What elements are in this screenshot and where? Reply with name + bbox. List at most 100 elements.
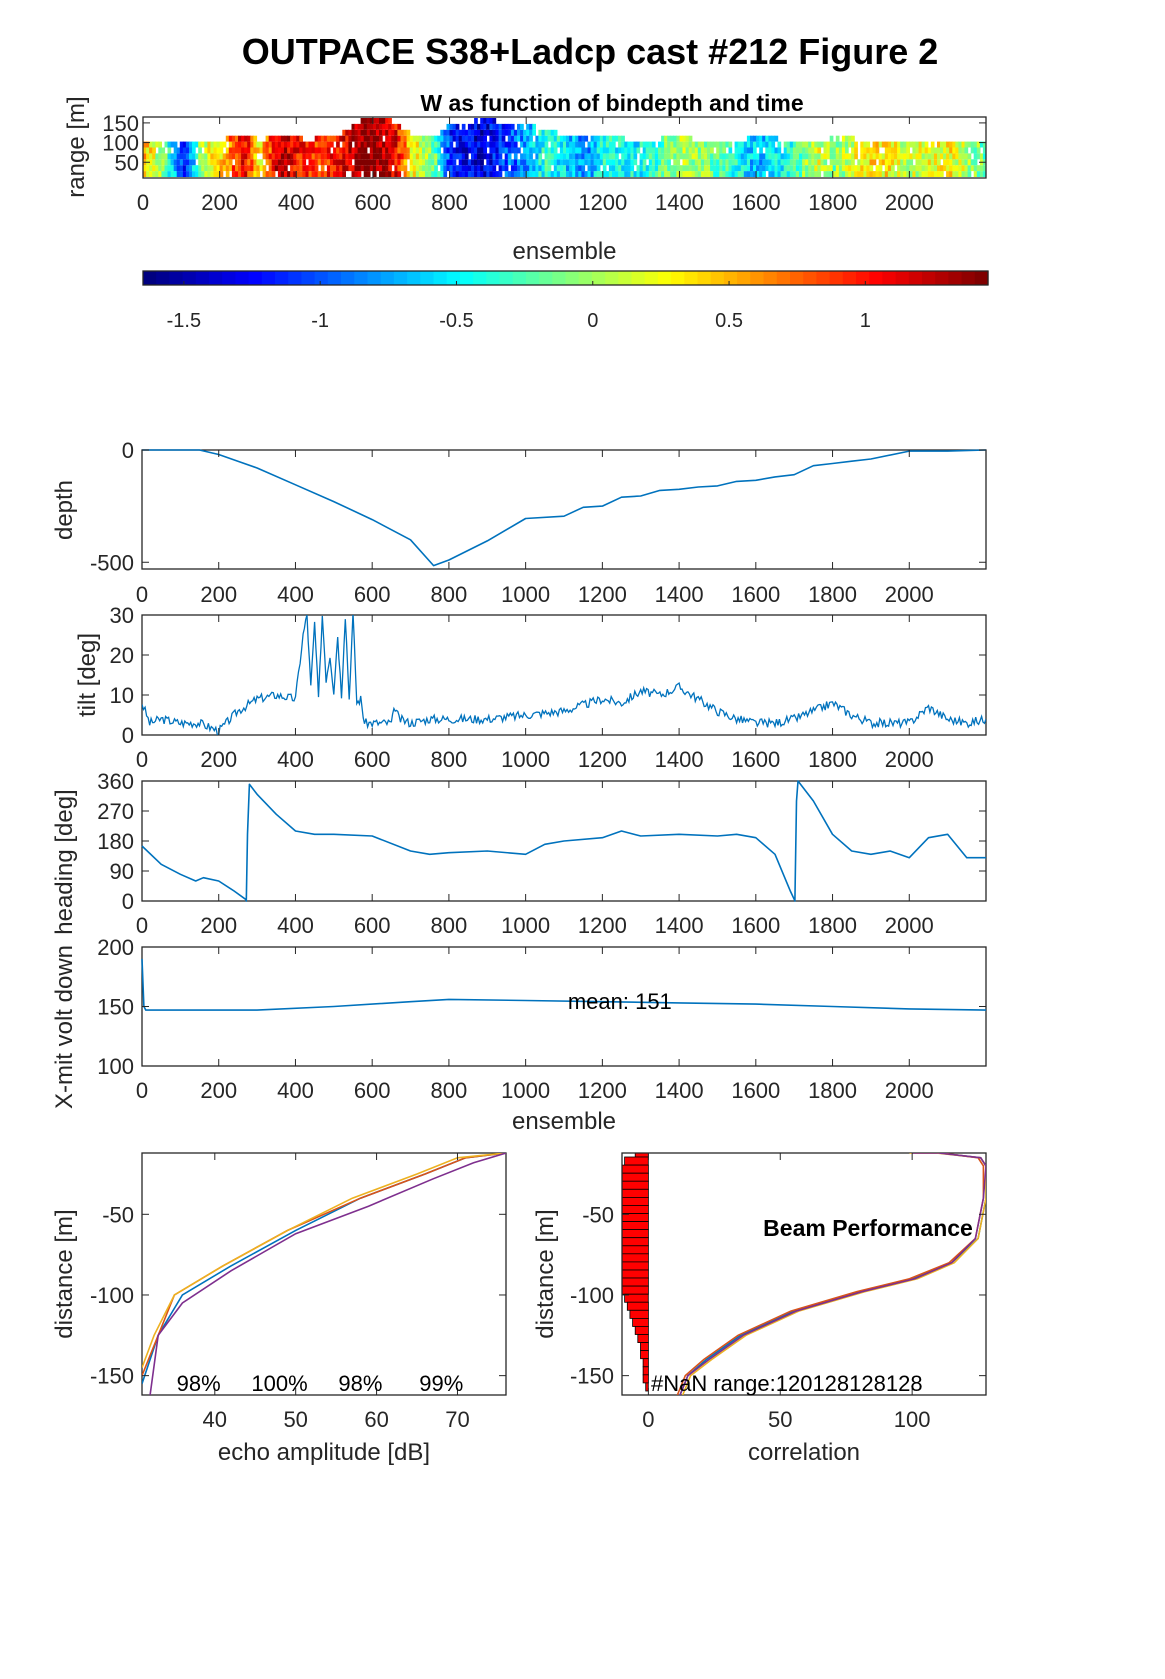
w-cell (287, 171, 291, 177)
w-cell (645, 153, 650, 160)
xmit-axes-box (141, 946, 987, 1067)
w-cell (943, 165, 947, 172)
w-cell (443, 171, 448, 177)
w-cell (185, 153, 190, 160)
w-cell (428, 147, 432, 154)
colorbar-segment (525, 271, 540, 285)
w-cell (590, 135, 595, 142)
w-cell (480, 159, 484, 166)
w-cell (664, 135, 668, 142)
w-cell (584, 135, 589, 142)
w-cell (293, 147, 297, 154)
w-cell (477, 171, 481, 177)
w-cell (615, 159, 619, 166)
w-cell (700, 153, 705, 160)
w-cell (581, 147, 586, 154)
w-cell (486, 159, 490, 166)
w-cell (452, 147, 457, 154)
w-cell (412, 147, 417, 154)
w-cell (437, 153, 441, 160)
w-cell (949, 165, 953, 172)
w-cell (308, 141, 313, 148)
w-cell (982, 153, 986, 160)
beam-axes-box (141, 1152, 507, 1396)
w-cell (553, 171, 558, 177)
w-cell (400, 135, 405, 142)
colorbar-tick-label: 0.5 (715, 310, 743, 332)
nan-range-bar (622, 1277, 649, 1287)
w-cell (492, 118, 497, 124)
w-cell (958, 141, 963, 148)
nan-range-bar (622, 1164, 649, 1174)
w-cell (299, 153, 303, 160)
w-cell (486, 141, 490, 148)
w-cell (667, 147, 671, 154)
w-cell (651, 159, 656, 166)
w-cell (979, 171, 984, 177)
w-cell (651, 171, 656, 177)
w-cell (884, 165, 889, 172)
w-cell (467, 147, 472, 154)
w-cell (391, 135, 395, 142)
w-cell (964, 159, 969, 166)
w-cell (820, 165, 825, 172)
w-cell (369, 135, 374, 142)
heading-xtick-label: 1000 (501, 913, 550, 938)
w-cell (602, 147, 607, 154)
w-cell (952, 171, 956, 177)
w-cell (247, 141, 251, 148)
colorbar-tick-label: -1 (311, 310, 329, 332)
w-cell (231, 165, 236, 172)
w-cell (903, 141, 907, 148)
w-cell (504, 171, 509, 177)
w-cell (513, 165, 518, 172)
w-cell (192, 147, 196, 154)
w-cell (345, 135, 349, 142)
w-cell (274, 165, 279, 172)
w-cell (958, 159, 963, 166)
w-cell (854, 141, 858, 148)
w-cell (259, 165, 264, 172)
w-cell (750, 147, 754, 154)
w-cell (750, 159, 754, 166)
w-cell (918, 141, 923, 148)
w-cell (961, 141, 966, 148)
w-cell (838, 159, 843, 166)
w-cell (388, 171, 392, 177)
w-cell (688, 153, 693, 160)
w-cell (927, 153, 932, 160)
w-cell (204, 141, 208, 148)
tilt-xtick-label: 800 (431, 747, 468, 772)
w-cell (550, 147, 555, 154)
w-cell (382, 159, 386, 166)
depth-xtick-label: 200 (200, 582, 237, 607)
w-cell (682, 165, 687, 172)
w-cell (783, 141, 788, 148)
w-cell (538, 171, 543, 177)
w-cell (210, 171, 215, 177)
w-cell (523, 153, 527, 160)
w-cell (771, 159, 776, 166)
w-cell (572, 147, 576, 154)
w-cell (394, 135, 399, 142)
w-cell (946, 171, 950, 177)
w-cell (474, 123, 478, 130)
w-cell (563, 165, 567, 172)
w-cell (437, 171, 441, 177)
w-cell (602, 159, 607, 166)
w-cell (366, 141, 371, 148)
w-cell (829, 141, 834, 148)
w-cell (538, 135, 543, 142)
w-cell (915, 147, 920, 154)
w-cell (743, 171, 748, 177)
w-cell (544, 135, 549, 142)
w-cell (835, 171, 840, 177)
w-cell (204, 159, 208, 166)
w-cell (753, 135, 757, 142)
w-cell (517, 135, 521, 142)
w-cell (425, 135, 429, 142)
heading-xtick-label: 400 (277, 913, 314, 938)
w-cell (881, 141, 886, 148)
w-cell (348, 165, 353, 172)
w-cell (431, 135, 435, 142)
